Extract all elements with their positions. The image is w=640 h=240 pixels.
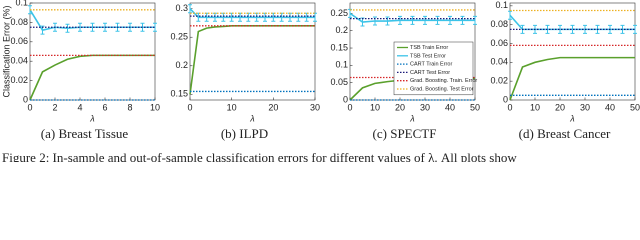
plot-frame [509,2,636,101]
x-tick-label: 40 [445,102,455,112]
y-tick-label: 0.15 [330,42,348,52]
series-line [189,25,315,95]
panel: 0 0.02 0.04 0.06 0.08 0.1 0 10 20 30 40 50 λ (d) Brea… [490,0,640,141]
marker [90,22,95,32]
legend-label: CART Train Error [410,62,452,68]
y-tick-label: 0 [23,94,28,104]
panel: 0.15 0.2 0.25 0.3 0 10 20 30 λ (b) ILPD [170,2,320,141]
x-tick-label: 4 [77,102,82,112]
x-tick-label: 20 [395,102,405,112]
x-tick-label: 2 [52,102,57,112]
y-tick-label: 0.1 [495,0,508,10]
marker [460,15,465,25]
y-tick-label: 0.15 [170,89,188,99]
x-tick-label: 8 [127,102,132,112]
y-tick-label: 0.2 [335,25,348,35]
panel-caption: (d) Breast Cancer [519,126,611,141]
x-tick-label: 0 [27,102,32,112]
x-tick-label: 0 [347,102,352,112]
y-tick-label: 0.06 [10,36,28,46]
legend-label: Grad. Boosting. Train. Error [410,78,477,84]
marker [65,23,70,33]
x-tick-label: 20 [268,102,278,112]
panel: 0 0.05 0.1 0.15 0.2 0.25 0 10 20 30 40 50 λ (c) SPECT… [330,2,480,141]
marker [423,15,427,25]
x-tick-label: 0 [507,102,512,112]
x-tick-label: 30 [310,102,320,112]
y-tick-label: 0.2 [175,60,188,70]
marker [633,24,637,34]
x-tick-label: 50 [470,102,480,112]
marker [398,15,402,25]
plot-frame [189,2,316,101]
plot-frame [29,2,156,101]
y-tick-label: 0.25 [330,8,348,18]
x-tick-label: 10 [370,102,380,112]
series-line [29,54,155,101]
y-tick-label: 0 [343,94,348,104]
y-tick-label: 0 [503,94,508,104]
y-tick-label: 0.02 [490,76,508,86]
panel-caption: (c) SPECTF [373,126,437,141]
y-tick-label: 0.08 [10,17,28,27]
y-tick-label: 0.3 [175,3,188,13]
y-tick-label: 0.08 [490,19,508,29]
marker [448,15,452,25]
legend-label: CART Test Error [410,70,450,76]
x-tick-label: 20 [555,102,565,112]
marker [78,22,82,32]
marker [508,10,512,20]
x-tick-label: 10 [530,102,540,112]
legend-label: TSB Train Error [410,45,448,51]
x-tick-label: 50 [630,102,640,112]
y-tick-label: 0.25 [170,32,188,42]
y-tick-label: 0.1 [15,0,28,7]
marker [153,22,157,32]
x-tick-label: 0 [187,102,192,112]
y-tick-label: 0.04 [490,57,508,67]
legend-box [393,41,474,96]
y-tick-label: 0.06 [490,38,508,48]
x-tick-label: 30 [420,102,430,112]
panel: 0 0.02 0.04 0.06 0.08 0.1 0 2 4 6 8 10 λ Classificati… [1,0,160,141]
series-line [509,56,635,101]
marker [558,24,562,34]
marker [570,24,575,34]
x-axis-label: λ [249,113,254,123]
x-tick-label: 10 [227,102,237,112]
marker [435,15,440,25]
x-axis-label: λ [89,113,94,123]
x-tick-label: 40 [605,102,615,112]
marker [410,15,415,25]
y-tick-label: 0.04 [10,56,28,66]
figure-caption: Figure 2: In-sample and out-of-sample cl… [2,150,517,162]
y-tick-label: 0.02 [10,75,28,85]
x-tick-label: 10 [150,102,160,112]
x-tick-label: 30 [580,102,590,112]
panel-caption: (b) ILPD [221,126,268,141]
y-tick-label: 0.1 [335,60,348,70]
legend-label: Grad. Boosting. Test Error [410,86,474,92]
y-axis-label: Classification Error (%) [1,5,11,97]
x-axis-label: λ [569,113,574,123]
y-tick-label: 0.05 [330,77,348,87]
figure: Figure 2: In-sample and out-of-sample cl… [1,0,640,162]
series-line [189,8,315,19]
x-axis-label: λ [409,113,414,123]
x-tick-label: 6 [102,102,107,112]
legend-label: TSB Test Error [410,53,446,59]
panel-caption: (a) Breast Tissue [41,126,129,141]
marker [473,15,477,25]
